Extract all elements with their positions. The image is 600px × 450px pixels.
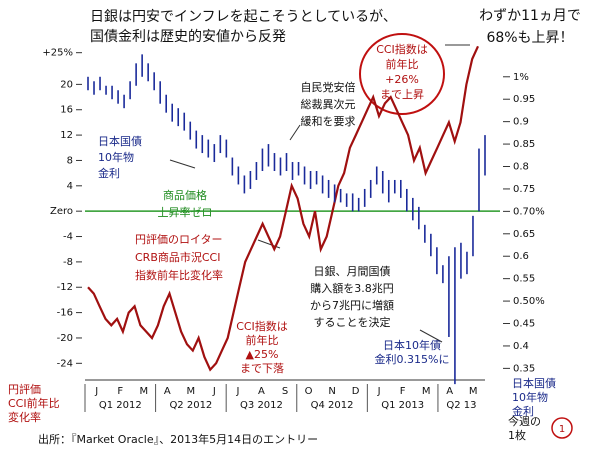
y-tick-label: -8	[63, 257, 73, 268]
leader	[419, 329, 443, 343]
annotation: 総裁異次元	[301, 97, 356, 111]
y-tick-label: 20	[60, 79, 73, 90]
y-tick-label: Zero	[50, 206, 73, 217]
annotation: 日本10年債	[383, 338, 441, 352]
y2-tick-label: 1%	[513, 72, 529, 83]
annotation: まで上昇	[380, 88, 424, 101]
y2-tick-label: 0.8	[513, 162, 529, 173]
annotation: 商品価格	[163, 188, 207, 202]
annotation: 10年物	[512, 390, 548, 404]
y2-tick-label: 0.45	[513, 319, 535, 330]
y-tick-label: 12	[60, 130, 73, 141]
annotation: CCI指数は	[376, 42, 428, 56]
page-number: 1	[559, 424, 565, 435]
x-tick-label: J	[94, 386, 98, 397]
x-tick-label: J	[212, 386, 216, 397]
annotation: 円評価のロイター	[135, 232, 223, 246]
x-tick-label: F	[117, 386, 123, 397]
annotation: 金利	[98, 166, 120, 180]
x-tick-label: O	[305, 386, 313, 397]
y-tick-label: -20	[57, 333, 73, 344]
annotation: 上昇率ゼロ	[158, 205, 213, 219]
y-tick-label: -4	[63, 232, 73, 243]
annotation: 日銀は円安でインフレを起こそうとしているが、	[90, 9, 397, 25]
y-tick-label: -12	[57, 282, 73, 293]
y2-tick-label: 0.6	[513, 251, 529, 262]
annotation: 国債金利は歴史的安値から反発	[90, 29, 286, 45]
y2-tick-label: 0.4	[513, 341, 529, 352]
x-tick-label: J	[377, 386, 381, 397]
y2-tick-label: 0.65	[513, 229, 535, 240]
y2-tick-label: 0.85	[513, 139, 535, 150]
annotation: ▲25%	[246, 348, 279, 361]
annotation: 日本国債	[512, 376, 556, 390]
annotation: 1枚	[508, 428, 526, 442]
annotation: わずか11ヵ月で	[479, 8, 581, 24]
annotation: 68%も上昇！	[486, 30, 573, 46]
y2-tick-label: 0.95	[513, 94, 535, 105]
x-tick-label: A	[164, 386, 171, 397]
annotation: CRB商品市況CCI	[135, 250, 220, 264]
quarter-label: Q1 2012	[99, 400, 142, 411]
highlight-circle	[359, 33, 445, 115]
x-tick-label: A	[258, 386, 265, 397]
annotation: 緩和を要求	[301, 115, 356, 128]
annotation: 変化率	[8, 410, 41, 424]
x-tick-label: A	[446, 386, 453, 397]
cci-line	[87, 45, 480, 372]
annotation: 自民党安倍	[301, 80, 356, 94]
quarter-label: Q4 2012	[311, 400, 354, 411]
annotation: 円評価	[8, 382, 41, 396]
annotation: 10年物	[98, 150, 134, 164]
x-tick-label: F	[400, 386, 406, 397]
quarter-label: Q2 2012	[169, 400, 212, 411]
page-circle	[551, 417, 573, 439]
y-tick-label: 16	[60, 105, 73, 116]
leader	[169, 159, 196, 169]
annotation: CCI指数は	[236, 319, 288, 333]
annotation: 今週の	[508, 414, 541, 428]
annotation: 前年比	[386, 57, 419, 71]
annotation: 日銀、月間国債	[314, 264, 391, 278]
y-tick-label: +25%	[42, 48, 73, 59]
leader	[289, 124, 301, 141]
annotation: 指数前年比変化率	[135, 268, 223, 282]
annotation: することを決定	[314, 315, 391, 329]
x-tick-label: D	[352, 386, 360, 397]
annotation: CCI前年比	[8, 396, 60, 410]
y2-tick-label: 0.70%	[513, 206, 545, 217]
quarter-label: Q2 13	[446, 400, 476, 411]
annotation: 金利	[512, 404, 534, 418]
annotation: +26%	[385, 73, 419, 86]
y2-tick-label: 0.50%	[513, 296, 545, 307]
y-tick-label: 8	[67, 155, 73, 166]
annotation: 前年比	[246, 333, 279, 347]
y-tick-label: 4	[67, 181, 73, 192]
y2-tick-label: 0.9	[513, 117, 529, 128]
x-tick-label: N	[328, 386, 335, 397]
x-tick-label: S	[282, 386, 288, 397]
x-tick-label: M	[469, 386, 478, 397]
x-tick-label: J	[235, 386, 239, 397]
x-tick-label: M	[422, 386, 431, 397]
y2-tick-label: 0.55	[513, 274, 535, 285]
annotation: まで下落	[240, 362, 284, 375]
source: 出所：『Market Oracle』、2013年5月14日のエントリー	[38, 432, 318, 446]
quarter-label: Q3 2012	[240, 400, 283, 411]
annotation: から7兆円に増額	[310, 299, 394, 312]
quarter-label: Q1 2013	[381, 400, 424, 411]
y-tick-label: -24	[57, 358, 73, 369]
x-tick-label: M	[187, 386, 196, 397]
x-tick-label: M	[140, 386, 149, 397]
y2-tick-label: 0.35	[513, 363, 535, 374]
y2-tick-label: 0.75	[513, 184, 535, 195]
y-tick-label: -16	[57, 308, 73, 319]
annotation: 購入額を3.8兆円	[310, 281, 394, 295]
annotation: 金利0.315%に	[375, 352, 450, 366]
annotation: 日本国債	[98, 134, 142, 148]
